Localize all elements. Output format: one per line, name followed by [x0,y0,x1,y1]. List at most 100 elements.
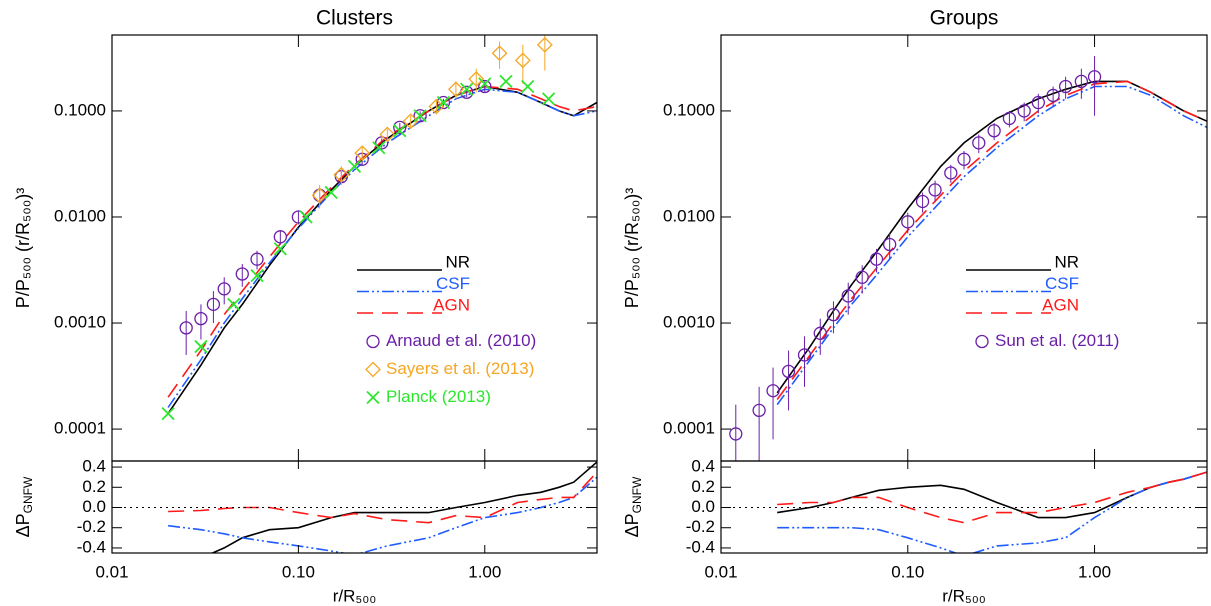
marker [869,252,884,266]
y-axis-label-main: P/P₅₀₀ (r/R₅₀₀)³ [13,188,33,308]
marker [194,339,208,354]
series-line [776,80,1207,394]
marker [347,159,362,174]
marker [250,268,264,283]
marker [217,282,231,296]
x-tick-label: 1.00 [1078,562,1111,581]
y-tick-label: -0.2 [77,517,106,536]
x-tick-label: 0.01 [704,562,737,581]
marker [972,136,986,150]
marker [179,321,193,335]
chart-title: Groups [930,7,999,30]
marker [797,348,812,362]
marker [841,289,855,303]
marker [1046,88,1060,103]
marker [436,95,451,110]
marker [436,95,451,110]
legend-label: NR [1054,252,1079,271]
legend-marker [366,334,380,349]
legend-marker [365,361,381,378]
marker [944,166,958,180]
y-axis-label-main: ΔP [622,513,642,537]
y-axis-label: P/P₅₀₀ (r/R₅₀₀)³ [13,188,33,308]
x-tick-label: 0.10 [282,562,315,581]
marker [393,124,407,138]
plot-frame [720,460,1208,554]
y-axis-label-main: ΔP [13,513,33,537]
plot-area [777,471,1207,553]
y-axis-label-main: P/P₅₀₀ (r/R₅₀₀)³ [622,188,642,308]
y-tick-label: 0.0010 [663,313,715,332]
marker [987,124,1001,138]
y-tick-label: 0.2 [82,477,106,496]
legend-label: NR [445,252,470,271]
y-tick-label: 0.0 [82,497,106,516]
legend-label: CSF [436,274,470,293]
marker [499,74,513,89]
marker [536,36,553,53]
y-tick-label: 0.4 [82,457,106,476]
marker [855,270,869,284]
plot-area [161,35,597,421]
legend-label: AGN [433,295,470,314]
legend-marker [366,390,380,405]
marker [901,215,915,229]
marker [478,77,492,91]
marker [354,145,371,162]
y-tick-label: 0.0 [691,497,715,516]
marker [402,113,419,130]
legend-label: AGN [1042,295,1079,314]
series-line [777,471,1207,524]
marker [227,297,241,311]
y-axis-label-sub: GNFW [21,476,35,513]
marker [161,406,175,421]
x-axis-label: r/R₅₀₀ [942,586,986,605]
marker [514,52,531,69]
marker [250,252,264,266]
marker [915,194,930,209]
legend-label: Planck (2013) [386,387,491,406]
series-line [210,461,597,553]
y-tick-label: 0.0100 [54,206,106,225]
x-axis-label: r/R₅₀₀ [333,586,377,605]
marker [491,45,508,62]
marker [379,126,396,143]
marker [194,311,208,326]
y-tick-label: 0.0100 [663,206,715,225]
legend-label: Sayers et al. (2013) [386,359,534,378]
marker [468,71,485,87]
plot-frame [111,460,598,554]
marker [413,109,427,123]
marker [1074,74,1089,89]
marker [928,183,942,197]
x-tick-label: 1.00 [468,562,501,581]
marker [478,79,492,94]
marker [324,185,338,200]
marker [541,92,556,106]
chart-title: Clusters [316,7,393,30]
marker [299,210,313,224]
x-tick-label: 0.10 [891,562,924,581]
marker [291,210,306,224]
marker [813,326,827,340]
marker [413,109,427,123]
marker [826,307,841,322]
legend-marker [975,334,989,349]
series-line [776,85,1207,406]
marker [273,242,287,256]
x-tick-label: 0.01 [95,562,128,581]
y-axis-label-sub: GNFW [630,476,644,513]
marker [393,120,407,135]
marker [729,427,743,441]
marker [766,384,780,398]
marker [1058,79,1073,94]
y-tick-label: 0.1000 [54,100,106,119]
marker [781,364,796,379]
marker [447,81,464,98]
marker [372,141,386,155]
marker [333,166,350,183]
plot-frame [111,34,598,462]
legend-label: Arnaud et al. (2010) [386,331,536,350]
legend-label: Sun et al. (2011) [995,331,1119,350]
